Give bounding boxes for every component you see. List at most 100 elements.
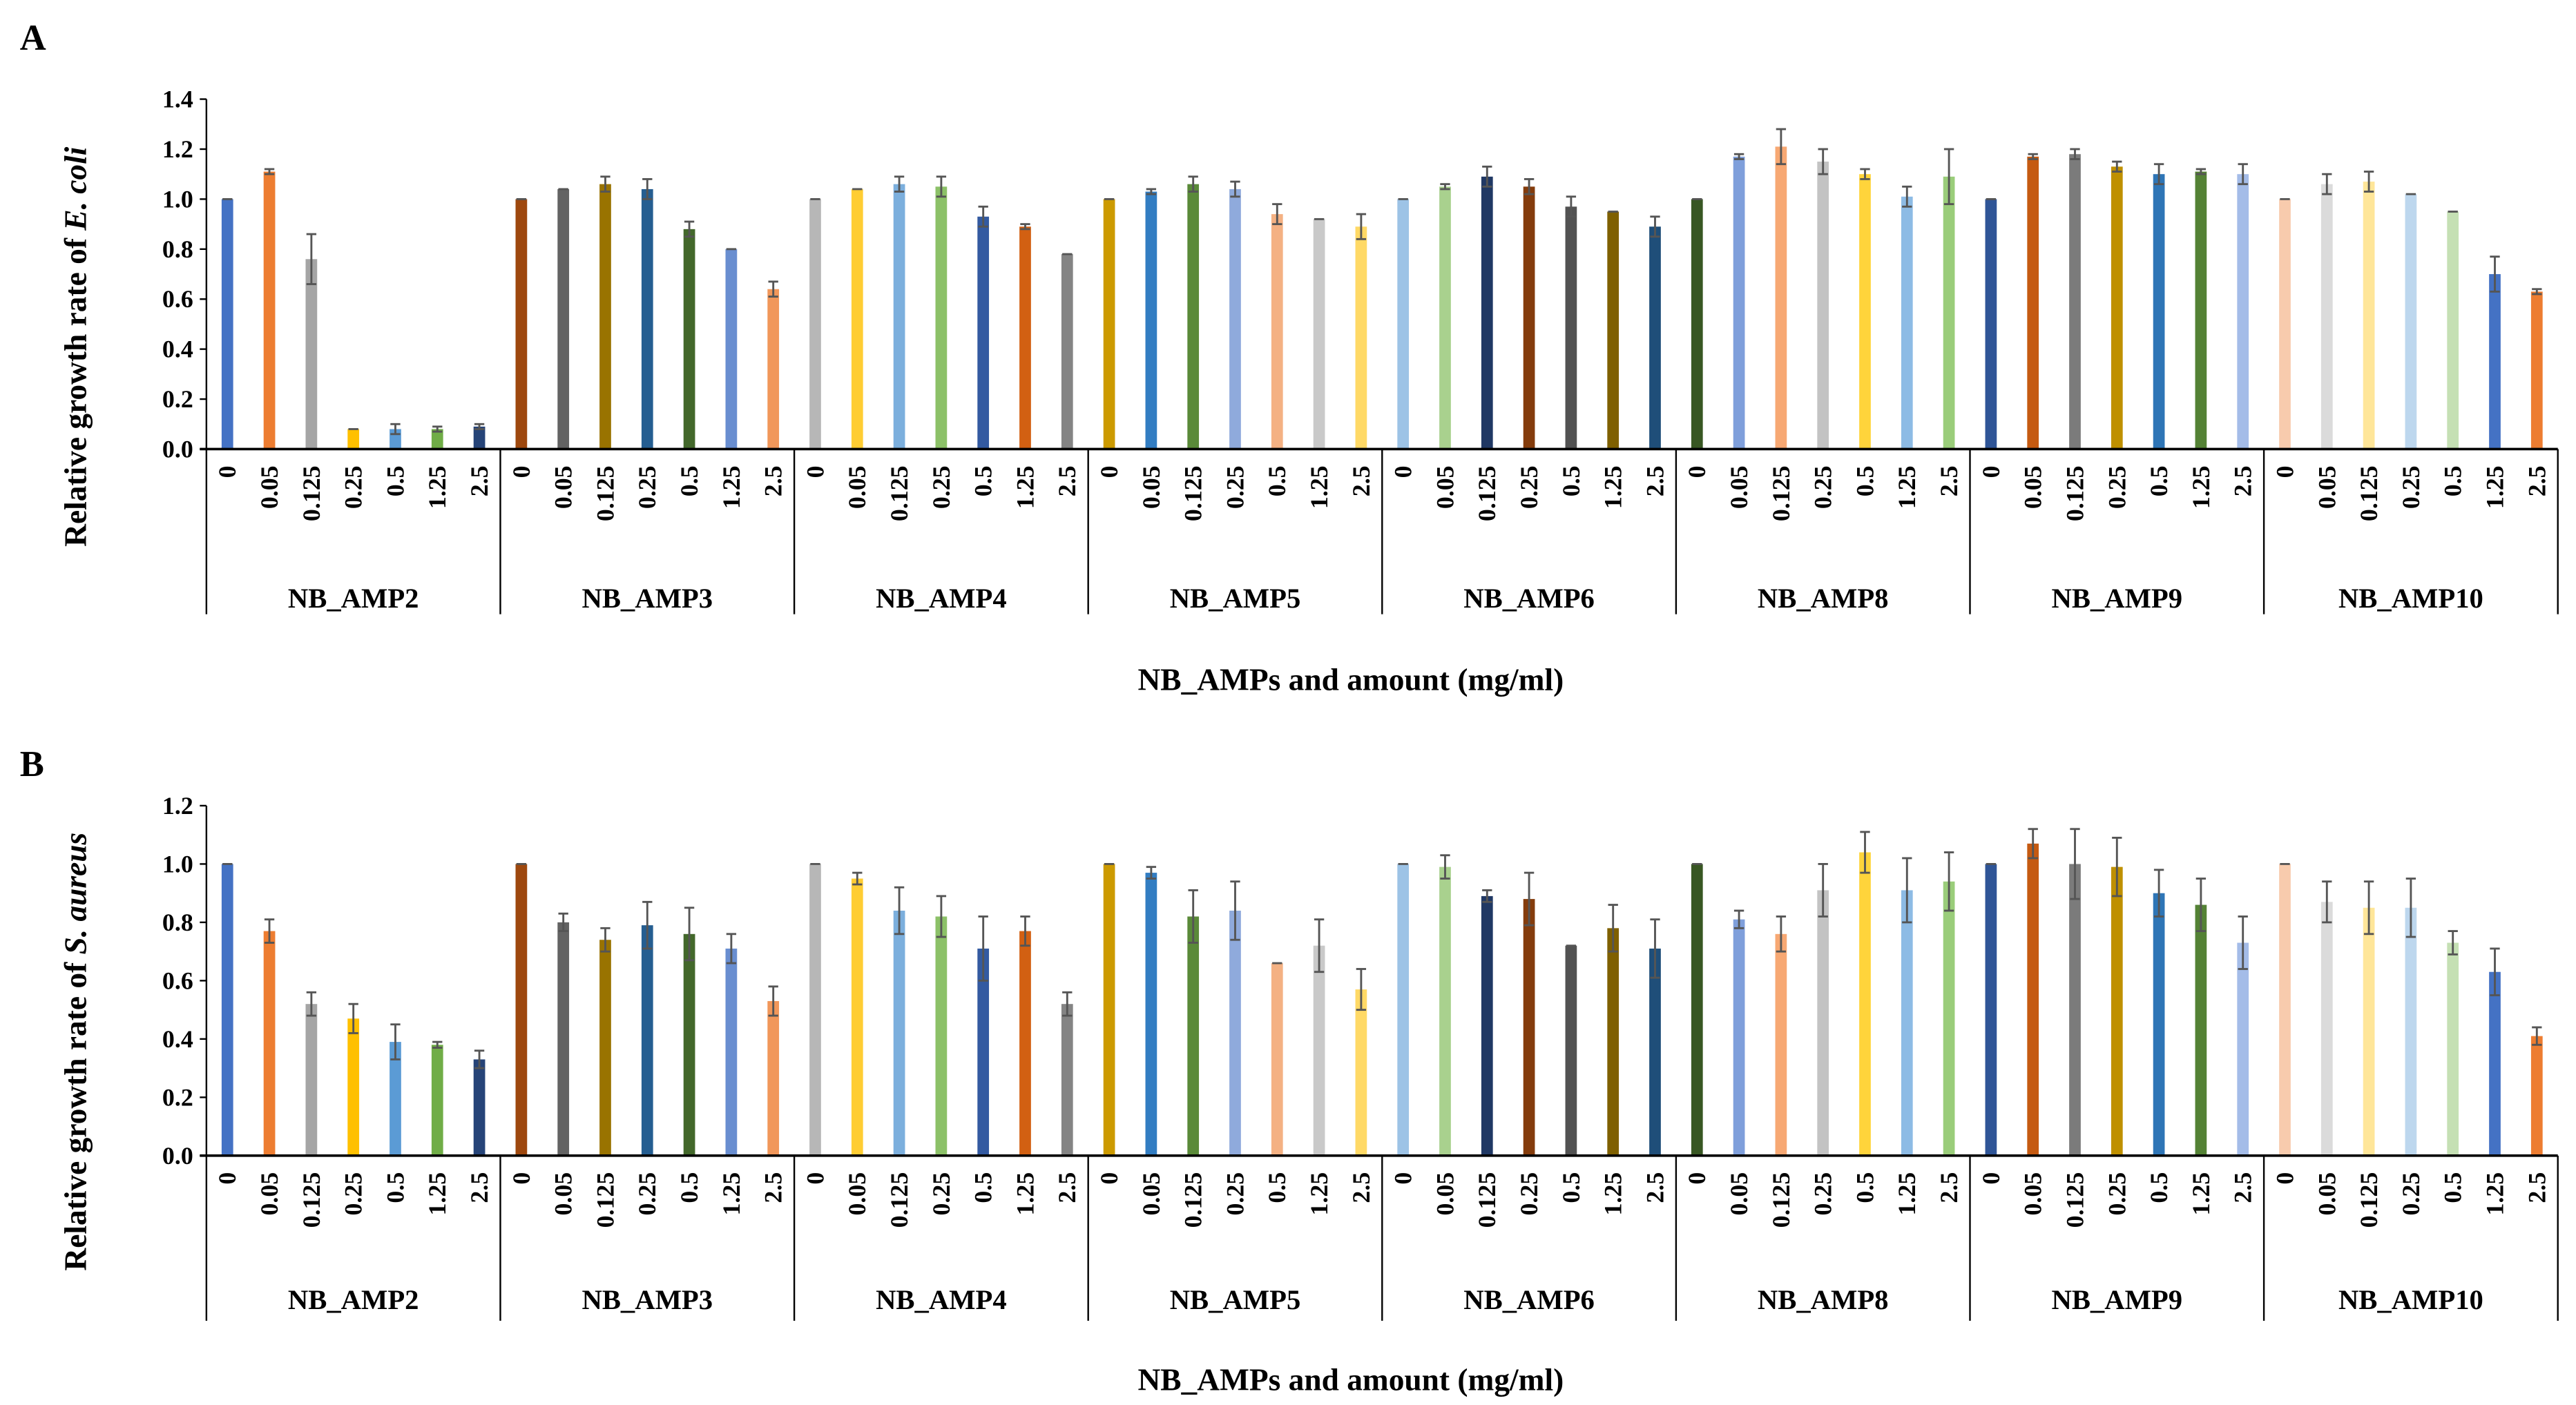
y-tick-label: 1.0: [162, 850, 193, 878]
group-label: NB_AMP3: [582, 1284, 713, 1315]
bar: [515, 864, 528, 1156]
x-tick-label: 0.5: [1557, 465, 1585, 496]
y-tick-label: 1.2: [162, 135, 193, 163]
bar: [2530, 1036, 2543, 1156]
y-tick-label: 0.6: [162, 967, 193, 994]
group-label: NB_AMP5: [1170, 583, 1301, 614]
x-tick-label: 0.05: [2313, 465, 2340, 509]
group-label: NB_AMP8: [1758, 1284, 1889, 1315]
bar: [1775, 933, 1787, 1156]
x-tick-label: 0.125: [591, 465, 619, 521]
x-tick-label: 0.125: [1473, 1172, 1501, 1228]
x-tick-label: 0: [1683, 1172, 1711, 1185]
y-axis-title: Relative growth rate of S. aureus: [58, 833, 93, 1271]
x-tick-label: 0: [801, 465, 829, 478]
x-tick-label: 1.25: [423, 1172, 451, 1216]
bar: [557, 922, 570, 1156]
x-tick-label: 0.5: [2439, 1172, 2467, 1203]
bar: [473, 1059, 486, 1156]
bar: [1901, 890, 1913, 1156]
x-tick-label: 0.5: [2145, 1172, 2173, 1203]
x-tick-label: 0: [1977, 465, 2005, 478]
bar: [767, 1000, 780, 1156]
group-label: NB_AMP8: [1758, 583, 1889, 614]
bar: [1817, 890, 1829, 1156]
y-tick-label: 0.4: [162, 336, 193, 363]
bar-group-nb-amp6: 0 0.05 0.125 0.25 0.5 1.25 2.5 NB_AMP6: [1390, 854, 1669, 1315]
x-tick-label: 2.5: [2229, 465, 2257, 496]
bar: [809, 199, 821, 449]
bar: [1607, 211, 1619, 449]
x-tick-label: 0.05: [550, 1172, 577, 1216]
x-tick-label: 0: [508, 465, 535, 478]
bar: [2320, 184, 2333, 449]
x-tick-label: 0: [213, 1172, 241, 1185]
x-tick-label: 0.25: [1515, 1172, 1543, 1216]
bar: [473, 426, 486, 449]
y-tick-label: 1.2: [162, 792, 193, 820]
bar: [390, 1042, 401, 1156]
bar: [1607, 928, 1619, 1156]
bar: [2195, 171, 2207, 449]
group-label: NB_AMP10: [2338, 1284, 2483, 1315]
bar-group-nb-amp5: 0 0.05 0.125 0.25 0.5 1.25 2.5 NB_AMP5: [1095, 175, 1375, 614]
bar-group-nb-amp2: 0 0.05 0.125 0.25 0.5 1.25 2.5 NB_AMP2: [213, 168, 493, 614]
bar: [1355, 989, 1367, 1156]
bar: [1397, 864, 1410, 1156]
x-tick-label: 0: [2271, 1172, 2298, 1185]
bar: [1229, 188, 1241, 449]
bar-group-nb-amp9: 0 0.05 0.125 0.25 0.5 1.25 2.5 NB_AMP9: [1977, 828, 2257, 1315]
bar: [1691, 864, 1703, 1156]
x-tick-label: 1.25: [1305, 465, 1333, 509]
bar-group-nb-amp4: 0 0.05 0.125 0.25 0.5 1.25 2.5 NB_AMP4: [801, 175, 1081, 614]
bar: [1859, 174, 1871, 449]
x-tick-label: 0.5: [1263, 1172, 1291, 1203]
bar: [2530, 291, 2543, 449]
bar: [1481, 176, 1493, 449]
bar: [1229, 911, 1241, 1156]
bar: [599, 184, 611, 449]
x-tick-label: 0.25: [1809, 1172, 1837, 1216]
x-tick-label: 0: [1095, 1172, 1123, 1185]
group-label: NB_AMP4: [876, 1284, 1007, 1315]
bar-group-nb-amp2: 0 0.05 0.125 0.25 0.5 1.25 2.5 NB_AMP2: [213, 862, 493, 1315]
bar-group-nb-amp10: 0 0.05 0.125 0.25 0.5 1.25 2.5 NB_AMP10: [2271, 862, 2550, 1315]
bar: [1859, 852, 1871, 1156]
bar: [1355, 226, 1367, 449]
x-tick-label: 0.5: [1557, 1172, 1585, 1203]
bar: [1733, 919, 1745, 1156]
group-label: NB_AMP9: [2052, 583, 2183, 614]
bar: [2447, 942, 2459, 1156]
x-tick-label: 0.5: [675, 465, 703, 496]
bar: [2237, 174, 2249, 449]
y-tick-label: 0.6: [162, 285, 193, 313]
bar: [1523, 899, 1535, 1156]
x-tick-label: 0.5: [2145, 465, 2173, 496]
x-tick-label: 1.25: [423, 465, 451, 509]
y-tick-label: 0.0: [162, 1142, 193, 1170]
x-tick-label: 0.05: [843, 1172, 871, 1216]
x-tick-label: 0: [213, 465, 241, 478]
bar-group-nb-amp8: 0 0.05 0.125 0.25 0.5 1.25 2.5 NB_AMP8: [1683, 831, 1963, 1315]
bar: [2279, 864, 2291, 1156]
x-tick-label: 0.5: [2439, 465, 2467, 496]
y-tick-label: 0.8: [162, 235, 193, 263]
x-tick-label: 2.5: [465, 465, 493, 496]
x-tick-label: 0.125: [298, 465, 325, 521]
x-tick-label: 0.5: [381, 465, 409, 496]
x-tick-label: 1.25: [718, 1172, 745, 1216]
bar: [1943, 881, 1955, 1156]
bar: [1187, 916, 1200, 1156]
x-tick-label: 0.125: [885, 465, 913, 521]
x-tick-label: 0.5: [970, 465, 997, 496]
group-label: NB_AMP6: [1463, 1284, 1595, 1315]
bar: [1649, 948, 1661, 1156]
y-tick-label: 0.8: [162, 909, 193, 936]
x-tick-label: 0.05: [2019, 465, 2047, 509]
group-label: NB_AMP4: [876, 583, 1007, 614]
x-tick-label: 2.5: [2523, 1172, 2550, 1203]
y-tick-label: 0.2: [162, 385, 193, 413]
x-tick-label: 0.5: [1851, 1172, 1878, 1203]
bar: [1061, 1004, 1073, 1156]
x-tick-label: 2.5: [760, 1172, 787, 1203]
